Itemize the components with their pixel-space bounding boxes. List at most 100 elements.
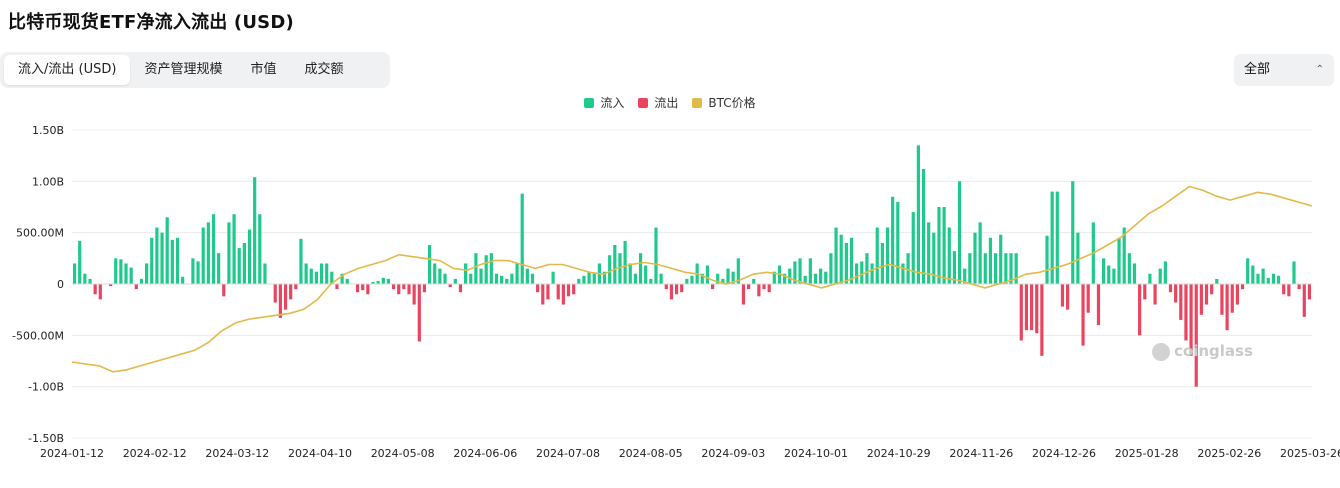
bar-inflow[interactable] (494, 273, 499, 284)
bar-inflow[interactable] (885, 227, 890, 284)
bar-inflow[interactable] (844, 242, 848, 284)
bar-outflow[interactable] (1086, 284, 1090, 313)
bar-inflow[interactable] (829, 253, 833, 284)
legend-item-btc-price[interactable]: BTC价格 (692, 94, 756, 111)
bar-inflow[interactable] (211, 214, 216, 284)
bar-inflow[interactable] (993, 253, 998, 284)
bar-inflow[interactable] (978, 222, 982, 284)
bar-inflow[interactable] (824, 271, 828, 284)
bar-inflow[interactable] (155, 227, 159, 284)
bar-inflow[interactable] (798, 258, 802, 284)
bar-inflow[interactable] (443, 273, 447, 284)
bar-inflow[interactable] (896, 201, 900, 284)
bar-inflow[interactable] (685, 278, 689, 284)
bar-inflow[interactable] (813, 273, 818, 284)
bar-inflow[interactable] (72, 263, 77, 284)
bar-inflow[interactable] (618, 253, 622, 284)
bar-outflow[interactable] (1225, 284, 1229, 331)
bar-inflow[interactable] (855, 263, 859, 284)
bar-inflow[interactable] (690, 275, 694, 284)
bar-inflow[interactable] (808, 258, 812, 284)
bar-inflow[interactable] (1004, 253, 1008, 284)
bar-outflow[interactable] (412, 284, 416, 305)
bar-outflow[interactable] (757, 284, 761, 297)
bar-outflow[interactable] (417, 284, 421, 342)
bar-inflow[interactable] (201, 227, 205, 284)
bar-outflow[interactable] (1040, 284, 1044, 356)
legend-item-outflow[interactable]: 流出 (638, 94, 678, 111)
bar-inflow[interactable] (427, 244, 432, 284)
bar-outflow[interactable] (1230, 284, 1234, 313)
bar-inflow[interactable] (633, 273, 637, 284)
bar-inflow[interactable] (258, 214, 262, 284)
bar-inflow[interactable] (114, 258, 118, 284)
bar-outflow[interactable] (1138, 284, 1142, 336)
bar-outflow[interactable] (556, 284, 560, 300)
bar-outflow[interactable] (93, 284, 97, 295)
bar-outflow[interactable] (1210, 284, 1214, 295)
bar-inflow[interactable] (78, 240, 82, 284)
bar-inflow[interactable] (263, 263, 267, 284)
bar-inflow[interactable] (623, 240, 627, 284)
bar-inflow[interactable] (602, 271, 607, 284)
bar-outflow[interactable] (294, 284, 298, 290)
bar-inflow[interactable] (942, 207, 946, 284)
bar-outflow[interactable] (541, 284, 545, 305)
bar-inflow[interactable] (515, 263, 519, 284)
bar-inflow[interactable] (83, 273, 87, 284)
bar-outflow[interactable] (1189, 284, 1193, 356)
bar-outflow[interactable] (134, 284, 138, 290)
bar-outflow[interactable] (1297, 284, 1301, 290)
bar-inflow[interactable] (196, 261, 200, 284)
bar-inflow[interactable] (1009, 253, 1013, 284)
bar-inflow[interactable] (731, 271, 735, 284)
bar-outflow[interactable] (1240, 284, 1245, 290)
bar-inflow[interactable] (628, 263, 632, 284)
bar-inflow[interactable] (1055, 191, 1059, 284)
bar-inflow[interactable] (376, 280, 380, 284)
bar-inflow[interactable] (726, 268, 730, 284)
bar-inflow[interactable] (957, 181, 962, 284)
bar-inflow[interactable] (1112, 268, 1116, 284)
bar-outflow[interactable] (1019, 284, 1023, 341)
bar-inflow[interactable] (772, 271, 776, 284)
bar-outflow[interactable] (572, 284, 576, 295)
bar-inflow[interactable] (911, 212, 915, 284)
bar-inflow[interactable] (752, 278, 756, 284)
bar-outflow[interactable] (710, 284, 715, 290)
bar-outflow[interactable] (1199, 284, 1203, 315)
bar-inflow[interactable] (150, 237, 154, 284)
bar-inflow[interactable] (803, 275, 807, 284)
bar-inflow[interactable] (700, 273, 704, 284)
bar-inflow[interactable] (253, 177, 257, 284)
range-select[interactable]: 全部 ⌃ (1234, 54, 1334, 86)
bar-inflow[interactable] (232, 214, 236, 284)
bar-inflow[interactable] (1076, 232, 1080, 284)
bar-outflow[interactable] (566, 284, 571, 297)
bar-outflow[interactable] (1287, 284, 1291, 297)
bar-inflow[interactable] (319, 263, 324, 284)
bar-inflow[interactable] (870, 263, 874, 284)
tab-aum[interactable]: 资产管理规模 (144, 62, 223, 77)
bar-inflow[interactable] (314, 271, 318, 284)
bar-outflow[interactable] (536, 284, 540, 293)
bar-inflow[interactable] (649, 278, 653, 284)
bar-outflow[interactable] (273, 284, 277, 303)
bar-inflow[interactable] (247, 229, 252, 284)
bar-inflow[interactable] (381, 277, 385, 284)
bar-outflow[interactable] (278, 284, 282, 318)
legend-item-inflow[interactable]: 流入 (584, 94, 624, 111)
bar-inflow[interactable] (1148, 273, 1152, 284)
bar-inflow[interactable] (1256, 273, 1260, 284)
bar-inflow[interactable] (906, 253, 910, 284)
bar-inflow[interactable] (469, 273, 473, 284)
bar-inflow[interactable] (1158, 268, 1162, 284)
bar-inflow[interactable] (1271, 273, 1276, 284)
bar-inflow[interactable] (309, 268, 313, 284)
bar-inflow[interactable] (206, 222, 210, 284)
bar-inflow[interactable] (1251, 265, 1255, 284)
bar-inflow[interactable] (181, 276, 185, 284)
bar-inflow[interactable] (952, 251, 957, 284)
bar-outflow[interactable] (747, 284, 751, 290)
bar-inflow[interactable] (386, 278, 391, 284)
